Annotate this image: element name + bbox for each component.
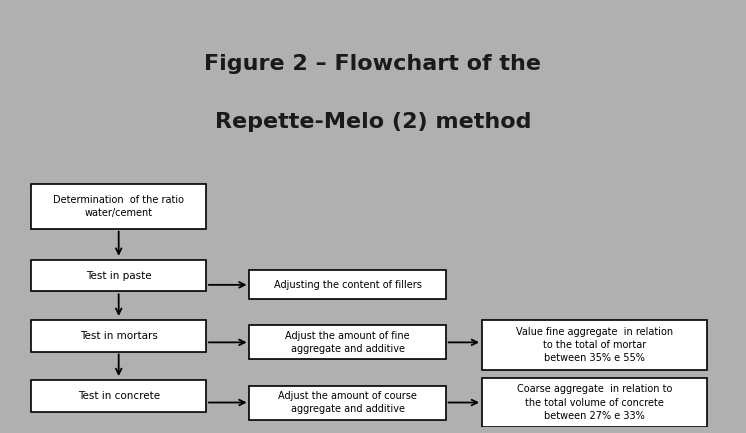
Text: Value fine aggregate  in relation
to the total of mortar
between 35% e 55%: Value fine aggregate in relation to the … <box>516 327 673 363</box>
FancyBboxPatch shape <box>249 271 445 299</box>
FancyBboxPatch shape <box>31 380 206 412</box>
Text: Adjusting the content of fillers: Adjusting the content of fillers <box>274 280 421 290</box>
FancyBboxPatch shape <box>482 320 707 370</box>
FancyBboxPatch shape <box>31 184 206 229</box>
FancyBboxPatch shape <box>482 378 707 427</box>
Text: Test in concrete: Test in concrete <box>78 391 160 401</box>
FancyBboxPatch shape <box>31 320 206 352</box>
FancyBboxPatch shape <box>249 385 445 420</box>
Text: Determination  of the ratio
water/cement: Determination of the ratio water/cement <box>53 195 184 218</box>
Text: Figure 2 – Flowchart of the: Figure 2 – Flowchart of the <box>204 55 542 74</box>
Text: Test in mortars: Test in mortars <box>80 331 157 341</box>
Text: Coarse aggregate  in relation to
the total volume of concrete
between 27% e 33%: Coarse aggregate in relation to the tota… <box>517 385 672 421</box>
FancyBboxPatch shape <box>249 325 445 359</box>
Text: Test in paste: Test in paste <box>86 271 151 281</box>
Text: Repette-Melo (2) method: Repette-Melo (2) method <box>215 112 531 132</box>
FancyBboxPatch shape <box>31 260 206 291</box>
Text: Adjust the amount of fine
aggregate and additive: Adjust the amount of fine aggregate and … <box>285 331 410 354</box>
Text: Adjust the amount of course
aggregate and additive: Adjust the amount of course aggregate an… <box>278 391 417 414</box>
